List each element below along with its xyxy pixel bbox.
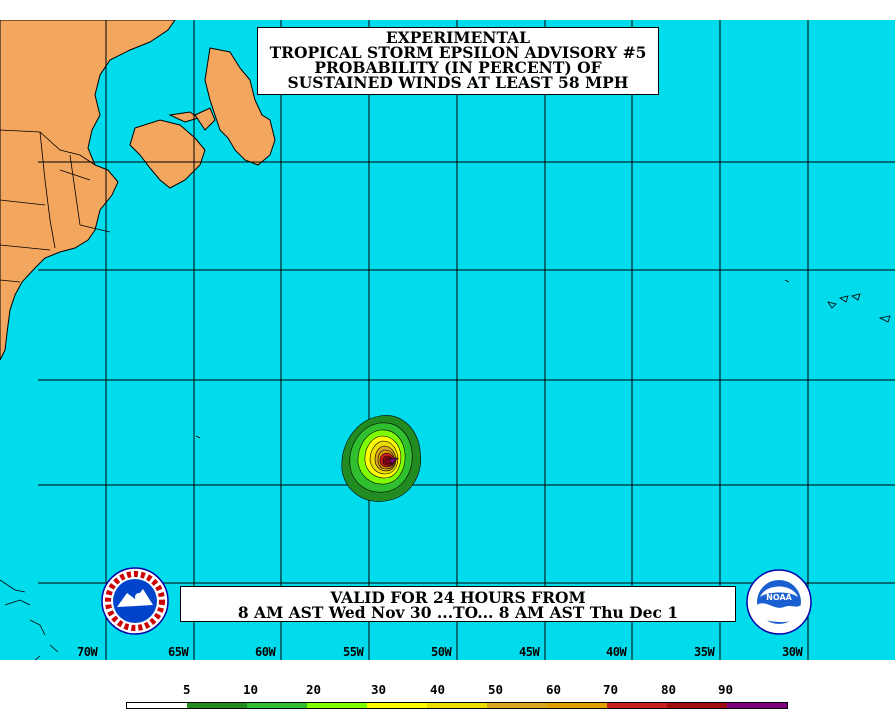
- legend-swatch: [547, 703, 607, 708]
- legend-label-10: 10: [243, 682, 259, 697]
- legend-color-bar: [126, 702, 788, 709]
- legend-label-20: 20: [306, 682, 322, 697]
- newfoundland-land: [204, 47, 276, 166]
- legend-swatch: [607, 703, 667, 708]
- caribbean-islands: [0, 579, 59, 660]
- valid-line-1: VALID FOR 24 HOURS FROM: [330, 588, 586, 607]
- legend-swatch: [127, 703, 187, 708]
- title-line-3: PROBABILITY (IN PERCENT) OF: [314, 58, 602, 77]
- legend-swatch: [307, 703, 367, 708]
- lon-label-35w: 35W: [694, 645, 715, 659]
- noaa-logo-icon: NOAA: [744, 569, 814, 635]
- noaa-logo-text: NOAA: [766, 593, 792, 602]
- title-line-4: SUSTAINED WINDS AT LEAST 58 MPH: [287, 73, 629, 92]
- legend-label-60: 60: [546, 682, 562, 697]
- legend-label-5: 5: [183, 682, 191, 697]
- map-canvas: [0, 20, 895, 660]
- legend-label-70: 70: [603, 682, 619, 697]
- legend-swatch: [727, 703, 787, 708]
- legend-swatch: [427, 703, 487, 708]
- nova-scotia-land: [129, 119, 206, 189]
- legend-label-40: 40: [430, 682, 446, 697]
- map-area: [0, 20, 895, 660]
- legend-swatch: [367, 703, 427, 708]
- legend-label-50: 50: [488, 682, 504, 697]
- valid-line-2: 8 AM AST Wed Nov 30 ...TO... 8 AM AST Th…: [237, 603, 679, 622]
- legend-label-30: 30: [371, 682, 387, 697]
- north-america-land: [0, 20, 176, 361]
- atlantic-islands: [195, 279, 891, 439]
- title-line-1: EXPERIMENTAL: [385, 28, 531, 47]
- lon-label-30w: 30W: [782, 645, 803, 659]
- lat-lon-grid: [38, 20, 895, 660]
- lon-label-50w: 50W: [431, 645, 452, 659]
- lon-label-65w: 65W: [168, 645, 189, 659]
- nws-logo-icon: [99, 567, 171, 635]
- lon-label-40w: 40W: [606, 645, 627, 659]
- legend-swatch: [187, 703, 247, 708]
- cape-breton-land: [194, 107, 216, 131]
- probability-contours: [341, 415, 421, 502]
- lon-label-60w: 60W: [255, 645, 276, 659]
- title-line-2: TROPICAL STORM EPSILON ADVISORY #5: [269, 43, 647, 62]
- lon-label-70w: 70W: [77, 645, 98, 659]
- lon-label-55w: 55W: [343, 645, 364, 659]
- legend-swatch: [247, 703, 307, 708]
- legend-label-80: 80: [661, 682, 677, 697]
- title-box: EXPERIMENTAL TROPICAL STORM EPSILON ADVI…: [257, 27, 659, 95]
- legend-swatch: [667, 703, 727, 708]
- legend-label-90: 90: [718, 682, 734, 697]
- lon-label-45w: 45W: [519, 645, 540, 659]
- valid-period-box: VALID FOR 24 HOURS FROM 8 AM AST Wed Nov…: [180, 586, 736, 622]
- political-borders: [0, 129, 111, 283]
- legend-swatch: [487, 703, 547, 708]
